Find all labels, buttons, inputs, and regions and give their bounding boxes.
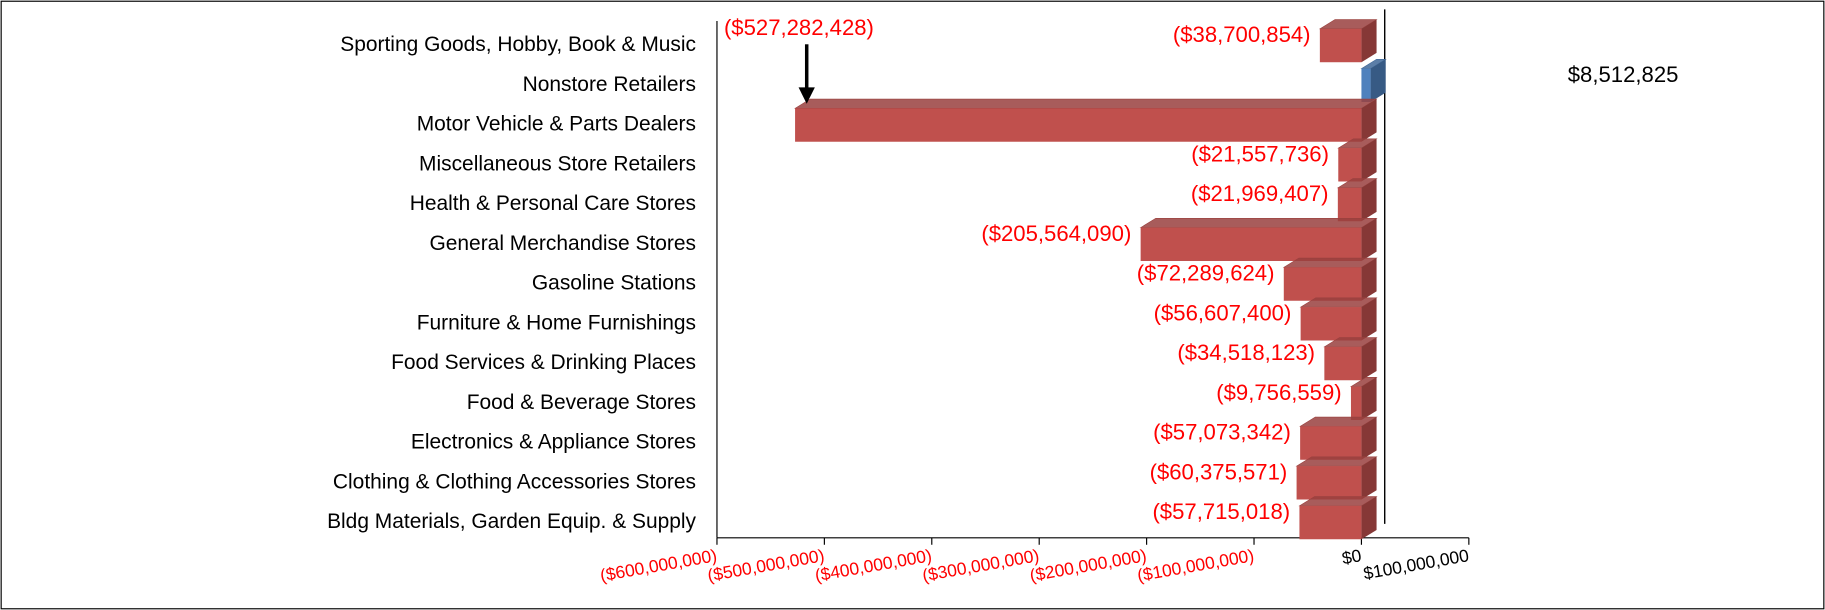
value-label: ($38,700,854)	[1173, 22, 1311, 47]
value-label: $8,512,825	[1568, 62, 1679, 87]
value-label: ($60,375,571)	[1150, 459, 1288, 484]
y-tick-label: Sporting Goods, Hobby, Book & Music	[340, 33, 696, 56]
bar	[1282, 257, 1378, 301]
y-tick-label: Clothing & Clothing Accessories Stores	[333, 470, 696, 493]
y-tick-label: Motor Vehicle & Parts Dealers	[417, 113, 696, 136]
x-tick-label: $0	[1340, 545, 1363, 568]
bar	[1337, 138, 1378, 182]
bar	[1349, 377, 1378, 421]
value-label: ($57,715,018)	[1152, 499, 1290, 524]
bar	[1139, 218, 1378, 261]
y-tick-label: Food & Beverage Stores	[467, 391, 696, 414]
value-label: ($21,557,736)	[1191, 141, 1329, 166]
bar	[1318, 19, 1378, 63]
y-tick-label: Nonstore Retailers	[523, 73, 696, 96]
y-tick-label: Furniture & Home Furnishings	[417, 311, 696, 334]
y-tick-label: General Merchandise Stores	[429, 232, 696, 255]
value-label: ($205,564,090)	[981, 221, 1131, 246]
y-tick-label: Health & Personal Care Stores	[410, 192, 696, 215]
y-tick-label: Food Services & Drinking Places	[391, 351, 696, 374]
y-tick-label: Bldg Materials, Garden Equip. & Supply	[327, 510, 696, 533]
value-label: ($527,282,428)	[724, 15, 874, 40]
bar	[1360, 58, 1387, 102]
annotation-arrowhead	[798, 87, 815, 104]
bar	[1299, 297, 1378, 341]
value-label: ($57,073,342)	[1153, 420, 1291, 445]
value-label: ($9,756,559)	[1216, 380, 1341, 405]
bar	[1295, 456, 1378, 500]
y-tick-label: Gasoline Stations	[532, 272, 696, 295]
value-label: ($72,289,624)	[1137, 261, 1275, 286]
value-label: ($21,969,407)	[1191, 181, 1329, 206]
bar	[1323, 337, 1378, 381]
bar	[1298, 496, 1378, 540]
bar	[794, 98, 1378, 142]
y-tick-label: Electronics & Appliance Stores	[411, 431, 696, 454]
bar	[1299, 416, 1378, 460]
value-label: ($34,518,123)	[1177, 340, 1315, 365]
bar	[1336, 178, 1378, 222]
value-label: ($56,607,400)	[1154, 300, 1292, 325]
y-tick-label: Miscellaneous Store Retailers	[419, 152, 696, 175]
